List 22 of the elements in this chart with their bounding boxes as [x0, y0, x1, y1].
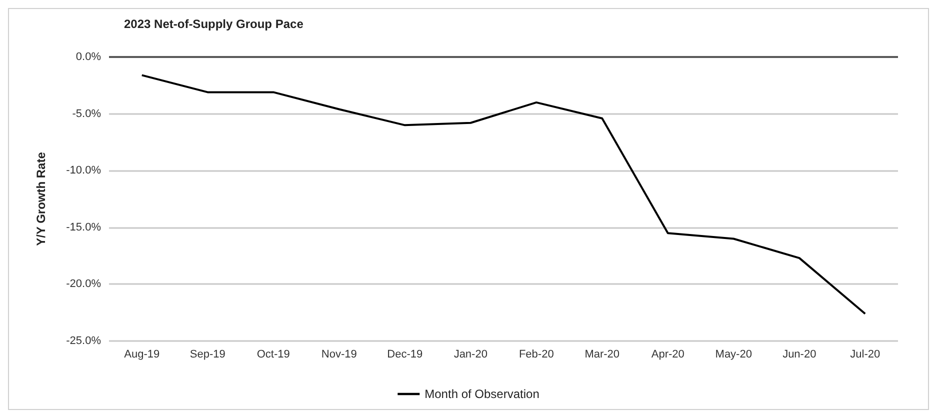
y-tick-label: 0.0% — [76, 51, 102, 63]
x-tick-label: Oct-19 — [256, 348, 290, 360]
x-tick-label: Aug-19 — [124, 348, 160, 360]
y-tick-label: -10.0% — [66, 164, 102, 177]
x-tick-label: Sep-19 — [190, 348, 226, 360]
x-tick-label: Feb-20 — [518, 348, 554, 360]
y-tick-label: -20.0% — [66, 278, 102, 290]
y-axis-title: Y/Y Growth Rate — [34, 152, 48, 246]
legend-label: Month of Observation — [424, 387, 540, 401]
x-tick-label: Mar-20 — [584, 348, 620, 360]
x-tick-label: Jun-20 — [782, 348, 816, 360]
y-tick-label: -15.0% — [66, 221, 102, 234]
x-tick-label: Dec-19 — [387, 348, 423, 360]
x-tick-label: Nov-19 — [321, 348, 357, 360]
chart-title: 2023 Net-of-Supply Group Pace — [124, 17, 304, 31]
line-series — [140, 74, 866, 315]
y-tick-label: -5.0% — [72, 108, 102, 120]
x-tick-label: May-20 — [715, 348, 752, 360]
x-tick-label: Jul-20 — [850, 348, 880, 360]
y-tick-label: -25.0% — [66, 335, 102, 347]
x-tick-label: Jan-20 — [454, 348, 488, 360]
x-tick-label: Apr-20 — [651, 348, 684, 360]
